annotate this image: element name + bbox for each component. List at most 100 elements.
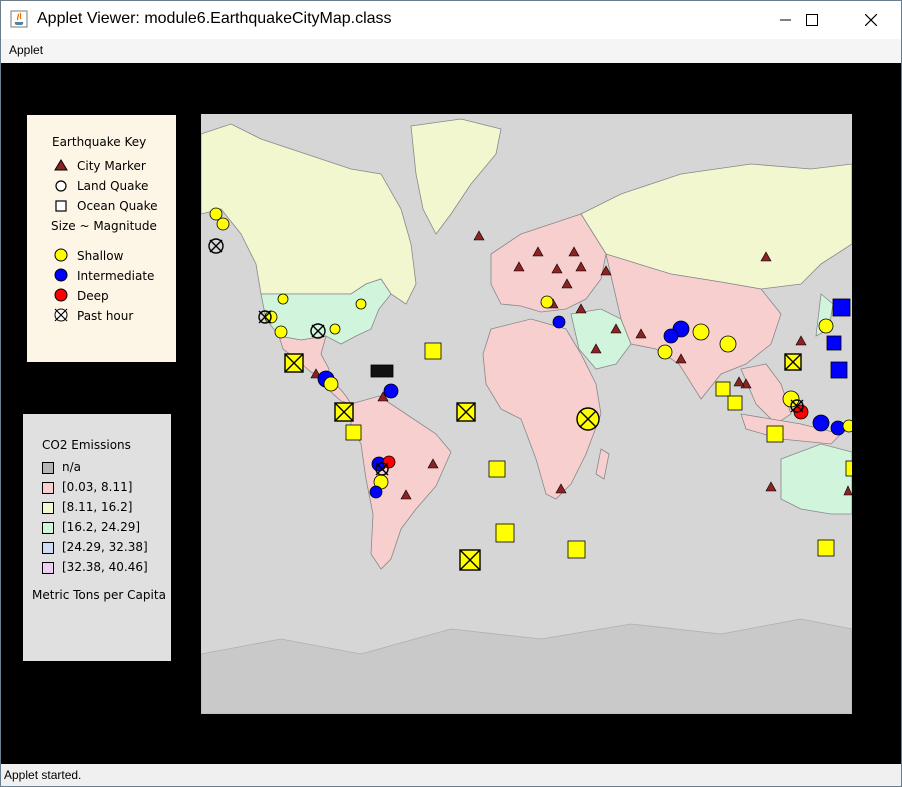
co2-swatch-0 (42, 462, 54, 474)
land-quake-marker[interactable] (842, 419, 852, 433)
past-hour-marker[interactable] (258, 310, 272, 324)
land-quake-marker[interactable] (719, 335, 737, 353)
deep-circle-icon (54, 288, 68, 302)
ocean-quake-marker[interactable] (832, 298, 851, 317)
ocean-quake-marker[interactable] (495, 523, 515, 543)
city-marker[interactable] (568, 246, 580, 257)
city-marker[interactable] (427, 458, 439, 469)
past-hour-marker[interactable] (459, 549, 481, 571)
past-hour-marker[interactable] (310, 323, 326, 339)
past-hour-marker[interactable] (375, 462, 389, 476)
status-bar: Applet started. (1, 764, 901, 786)
land-quake-marker[interactable] (355, 298, 367, 310)
land-quake-marker[interactable] (274, 325, 288, 339)
land-quake-marker[interactable] (793, 404, 809, 420)
region-indonesia (740, 413, 842, 445)
minimize-icon (780, 19, 791, 21)
city-marker[interactable] (590, 343, 602, 354)
land-quake-marker[interactable] (369, 485, 383, 499)
land-quake-marker[interactable] (383, 383, 399, 399)
ocean-quakes (345, 298, 852, 559)
country-australia (780, 443, 852, 515)
ocean-quake-marker[interactable] (488, 460, 506, 478)
continent-south-america (350, 395, 452, 570)
land-quake-marker[interactable] (216, 217, 230, 231)
legend-city-marker: City Marker (77, 159, 146, 173)
past-hour-icon (54, 308, 68, 322)
past-hour-marker[interactable] (790, 399, 804, 413)
ocean-quake-marker[interactable] (345, 424, 362, 441)
ocean-quake-marker[interactable] (817, 539, 835, 557)
status-text: Applet started. (4, 768, 82, 782)
ocean-quake-marker[interactable] (727, 395, 743, 411)
co2-label-0: n/a (62, 460, 82, 474)
past-hour-marker[interactable] (284, 353, 304, 373)
city-marker[interactable] (551, 263, 563, 274)
city-marker-icon (54, 159, 68, 171)
past-hour-markers (208, 238, 804, 571)
city-marker[interactable] (575, 303, 587, 314)
past-hour-marker[interactable] (334, 402, 354, 422)
menu-bar: Applet (1, 39, 901, 63)
land-quake-marker[interactable] (818, 318, 834, 334)
city-marker[interactable] (473, 230, 485, 241)
legend-shallow: Shallow (77, 249, 124, 263)
ocean-quake-marker[interactable] (845, 460, 852, 477)
menu-applet[interactable]: Applet (9, 43, 44, 57)
intermediate-circle-icon (54, 268, 68, 282)
legend-land-quake: Land Quake (77, 179, 149, 193)
city-marker[interactable] (513, 261, 525, 272)
city-marker[interactable] (555, 483, 567, 494)
co2-key-title: CO2 Emissions (42, 438, 131, 452)
ocean-quake-marker[interactable] (830, 361, 848, 379)
ocean-quake-marker[interactable] (424, 342, 442, 360)
ocean-quake-marker[interactable] (715, 381, 731, 397)
city-marker[interactable] (561, 278, 573, 289)
city-marker[interactable] (635, 328, 647, 339)
co2-key-panel: CO2 Emissions n/a [0.03, 8.11] [8.11, 16… (23, 414, 171, 661)
land-quake-marker[interactable] (692, 323, 710, 341)
past-hour-marker[interactable] (784, 353, 802, 371)
city-marker[interactable] (377, 391, 389, 402)
city-marker[interactable] (600, 265, 612, 276)
city-marker[interactable] (400, 489, 412, 500)
past-hour-marker[interactable] (456, 402, 476, 422)
land-quake-marker[interactable] (812, 414, 830, 432)
city-marker[interactable] (575, 261, 587, 272)
city-marker[interactable] (610, 323, 622, 334)
city-marker[interactable] (795, 335, 807, 346)
city-marker[interactable] (733, 376, 745, 387)
land-quake-marker[interactable] (540, 295, 554, 309)
title-bar[interactable]: Applet Viewer: module6.EarthquakeCityMap… (1, 1, 901, 39)
land-quake-marker[interactable] (329, 323, 341, 335)
past-hour-marker[interactable] (576, 407, 600, 431)
city-marker[interactable] (765, 481, 777, 492)
earthquake-key-panel: Earthquake Key City Marker Land Quake Oc… (27, 115, 176, 362)
city-marker[interactable] (760, 251, 772, 262)
land-quake-marker[interactable] (663, 328, 679, 344)
co2-swatch-2 (42, 502, 54, 514)
region-asia (605, 253, 782, 400)
land-quake-marker[interactable] (323, 376, 339, 392)
land-quake-marker[interactable] (209, 207, 223, 221)
legend-past-hour: Past hour (77, 309, 134, 323)
city-marker[interactable] (675, 353, 687, 364)
maximize-button[interactable] (789, 1, 835, 39)
city-marker[interactable] (532, 246, 544, 257)
land-quake-marker[interactable] (657, 344, 673, 360)
ocean-quake-marker[interactable] (826, 335, 842, 351)
past-hour-marker[interactable] (208, 238, 224, 254)
close-button[interactable] (848, 1, 894, 39)
world-map[interactable] (201, 114, 852, 714)
city-marker[interactable] (843, 485, 852, 496)
ocean-quake-marker[interactable] (766, 425, 784, 443)
land-quake-marker[interactable] (552, 315, 566, 329)
land-quake-marker[interactable] (830, 420, 846, 436)
land-quake-icon (55, 180, 67, 192)
world-map-svg[interactable] (201, 114, 852, 714)
ocean-quake-marker[interactable] (567, 540, 586, 559)
land-quake-marker[interactable] (277, 293, 289, 305)
ocean-quake-marker[interactable] (370, 364, 394, 378)
minimize-button[interactable] (763, 1, 809, 39)
co2-swatch-3 (42, 522, 54, 534)
